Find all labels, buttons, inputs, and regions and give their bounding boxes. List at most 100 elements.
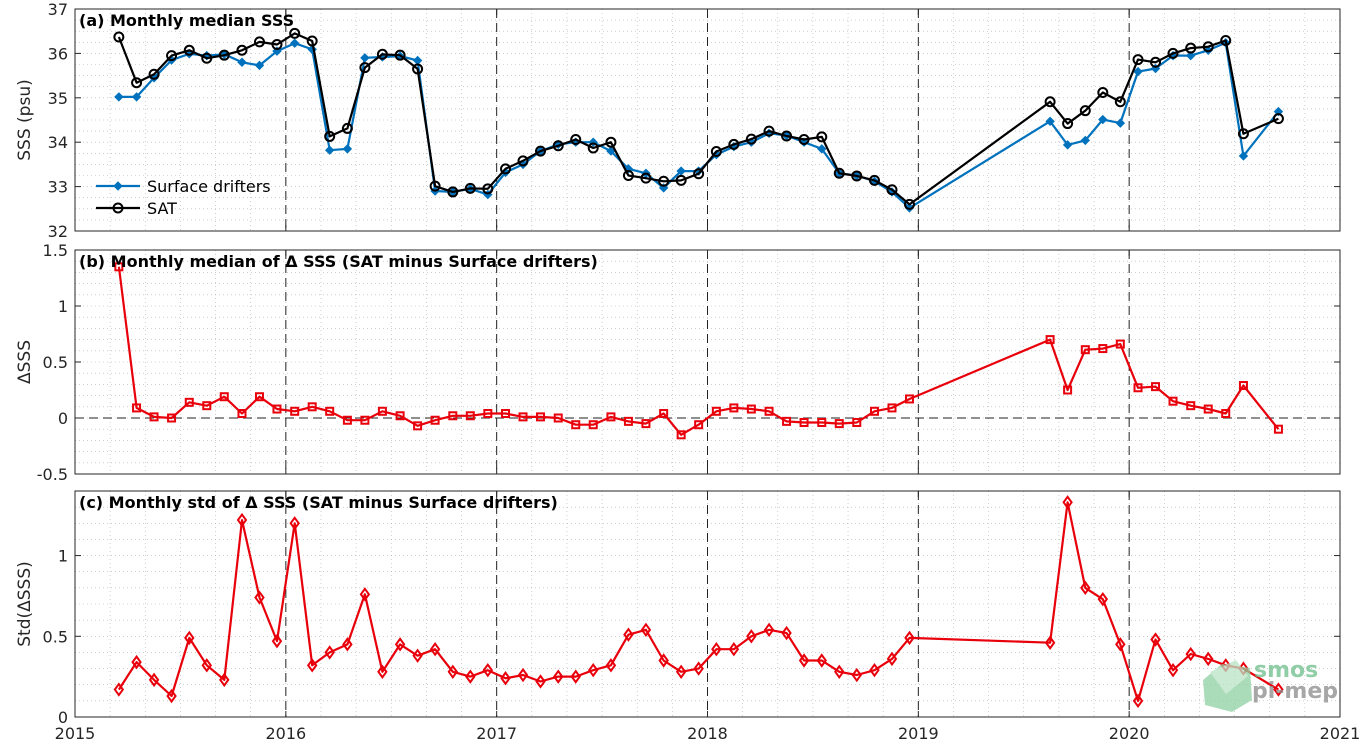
data-point xyxy=(1167,662,1179,678)
data-point xyxy=(763,622,775,638)
y-tick-label: 35 xyxy=(48,89,68,108)
data-point xyxy=(254,60,265,71)
data-point xyxy=(148,672,160,688)
data-point xyxy=(622,170,634,181)
data-point xyxy=(605,658,617,673)
x-tick-label: 2018 xyxy=(687,724,728,743)
x-tick-label: 2021 xyxy=(1320,724,1361,743)
data-point xyxy=(798,134,810,146)
data-point xyxy=(1080,345,1090,355)
data-point xyxy=(1132,693,1144,709)
data-point xyxy=(676,430,686,440)
data-point xyxy=(131,77,143,89)
data-point xyxy=(675,174,687,186)
y-axis-label: Std(ΔSSS) xyxy=(15,561,35,647)
series-line xyxy=(117,32,1279,206)
data-point xyxy=(658,653,669,668)
series-line xyxy=(117,266,1280,436)
data-point xyxy=(412,63,424,75)
data-point xyxy=(799,417,809,427)
legend-marker xyxy=(112,202,124,214)
data-point xyxy=(236,512,248,528)
x-tick-label: 2015 xyxy=(55,724,96,743)
panel-b: -0.5 0 0.5 1 1.5 ΔSSS (b) Monthly median of Δ … xyxy=(15,241,1341,484)
data-point xyxy=(132,403,142,413)
y-tick-label: 0.5 xyxy=(43,353,68,372)
data-point xyxy=(482,662,494,678)
data-point xyxy=(412,648,423,663)
data-point xyxy=(114,92,124,102)
data-point xyxy=(237,57,247,67)
data-point xyxy=(869,662,880,678)
data-point xyxy=(1185,42,1197,54)
data-point xyxy=(306,658,318,673)
data-point xyxy=(886,184,898,196)
data-point xyxy=(465,411,475,421)
data-point xyxy=(360,53,370,63)
data-point xyxy=(501,409,511,419)
data-point xyxy=(536,412,546,422)
data-point xyxy=(184,397,194,407)
data-point xyxy=(623,627,634,642)
y-tick-label: 37 xyxy=(48,0,68,19)
data-point xyxy=(306,35,318,47)
data-point xyxy=(659,409,669,419)
series-c-0 xyxy=(113,495,1284,709)
data-point xyxy=(728,641,740,657)
data-point xyxy=(1151,382,1161,392)
data-point xyxy=(1044,96,1056,108)
data-point xyxy=(201,658,213,673)
data-point xyxy=(1272,113,1284,125)
data-point xyxy=(1150,632,1161,647)
y-axis-label: ΔSSS xyxy=(15,340,35,384)
data-point xyxy=(148,68,160,80)
data-point xyxy=(834,664,845,680)
data-point xyxy=(500,163,512,175)
data-point xyxy=(376,48,388,60)
data-point xyxy=(342,637,353,652)
data-point xyxy=(798,653,810,668)
data-point xyxy=(833,167,845,179)
data-point xyxy=(1045,116,1055,127)
data-point xyxy=(394,637,406,652)
data-point xyxy=(904,394,914,404)
data-point xyxy=(360,415,370,425)
data-point xyxy=(113,31,125,43)
data-point xyxy=(394,49,406,61)
data-point xyxy=(693,168,705,180)
data-point xyxy=(1098,344,1108,354)
data-point xyxy=(851,667,863,683)
y-tick-label: 1 xyxy=(58,547,68,566)
data-point xyxy=(1186,50,1196,61)
data-point xyxy=(113,682,125,697)
x-tick-label: 2019 xyxy=(898,724,939,743)
data-point xyxy=(166,688,177,704)
data-point xyxy=(711,406,721,416)
panel-c-year-lines xyxy=(285,491,1130,717)
data-point xyxy=(851,170,863,182)
data-point xyxy=(816,131,828,143)
data-point xyxy=(782,416,792,426)
data-point xyxy=(729,403,739,413)
data-point xyxy=(377,664,388,680)
data-point xyxy=(482,183,494,195)
data-point xyxy=(746,629,757,644)
y-tick-label: -0.5 xyxy=(37,465,68,484)
data-point xyxy=(1079,105,1091,117)
data-point xyxy=(781,625,792,641)
data-point xyxy=(1273,424,1283,434)
data-point xyxy=(1185,646,1196,662)
data-point xyxy=(1114,96,1126,108)
data-point xyxy=(202,401,212,411)
data-point xyxy=(448,411,458,421)
data-point xyxy=(817,144,827,154)
data-point xyxy=(395,411,405,421)
data-point xyxy=(1167,47,1179,59)
data-point xyxy=(1221,409,1231,419)
data-point xyxy=(271,39,283,51)
data-point xyxy=(675,664,687,680)
data-point xyxy=(535,145,547,157)
panel-title: (a) Monthly median SSS xyxy=(79,11,294,30)
data-point xyxy=(272,404,282,414)
data-point xyxy=(571,420,581,430)
